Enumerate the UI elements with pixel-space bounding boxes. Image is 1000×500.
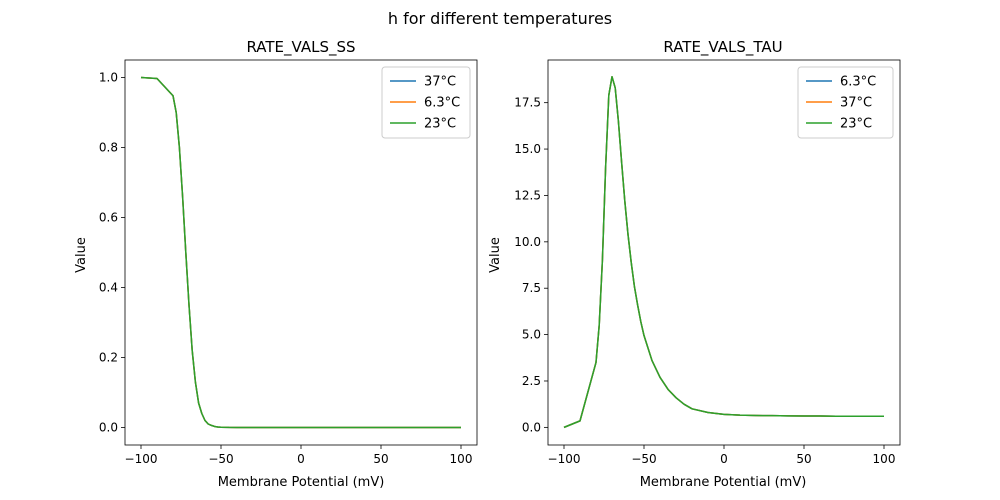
- series-line-3: [140, 76, 461, 429]
- legend-box: [381, 66, 471, 139]
- x-tick-label: −100: [548, 452, 581, 466]
- x-axis-label: Membrane Potential (mV): [640, 475, 807, 490]
- y-tick-label: 2.5: [522, 374, 541, 388]
- chart-title: RATE_VALS_TAU: [663, 38, 782, 57]
- x-tick-label: 100: [450, 452, 473, 466]
- y-tick-label: 1.0: [99, 71, 118, 85]
- y-tick-label: 0.0: [99, 421, 118, 435]
- y-tick-label: 15.0: [514, 142, 541, 156]
- x-tick-label: 50: [373, 452, 388, 466]
- chart-title: RATE_VALS_SS: [246, 38, 355, 57]
- chart-tau: RATE_VALS_TAU Membrane Potential (mV) Va…: [488, 38, 901, 490]
- y-tick-label: 7.5: [522, 281, 541, 295]
- x-tick-label: −50: [631, 452, 656, 466]
- y-tick-label: 0.4: [99, 281, 118, 295]
- x-tick-label: −50: [208, 452, 233, 466]
- y-axis-label: Value: [488, 237, 503, 273]
- legend-label: 23°C: [840, 117, 872, 132]
- y-tick-label: 10.0: [514, 235, 541, 249]
- y-tick-label: 0.0: [522, 420, 541, 434]
- x-tick-label: 0: [720, 452, 728, 466]
- legend-label: 6.3°C: [840, 75, 876, 90]
- legend-label: 37°C: [424, 75, 456, 90]
- legend-label: 37°C: [840, 96, 872, 111]
- x-tick-label: 0: [297, 452, 305, 466]
- y-tick-label: 17.5: [514, 96, 541, 110]
- legend: 6.3°C 37°C 23°C: [797, 66, 894, 139]
- y-tick-label: 0.6: [99, 211, 118, 225]
- legend-label: 23°C: [424, 117, 456, 132]
- x-tick-label: −100: [125, 452, 158, 466]
- y-tick-label: 12.5: [514, 188, 541, 202]
- series-line-3: [563, 75, 884, 429]
- legend-label: 6.3°C: [424, 96, 460, 111]
- x-axis-label: Membrane Potential (mV): [218, 475, 385, 490]
- legend-box: [797, 66, 894, 139]
- y-tick-label: 0.8: [99, 141, 118, 155]
- y-axis-label: Value: [74, 237, 89, 273]
- x-tick-label: 50: [796, 452, 811, 466]
- chart-ss: RATE_VALS_SS Membrane Potential (mV) Val…: [74, 38, 478, 490]
- x-tick-label: 100: [873, 452, 896, 466]
- figure-suptitle: h for different temperatures: [388, 9, 612, 28]
- y-tick-label: 5.0: [522, 328, 541, 342]
- y-tick-label: 0.2: [99, 351, 118, 365]
- legend: 37°C 6.3°C 23°C: [381, 66, 471, 139]
